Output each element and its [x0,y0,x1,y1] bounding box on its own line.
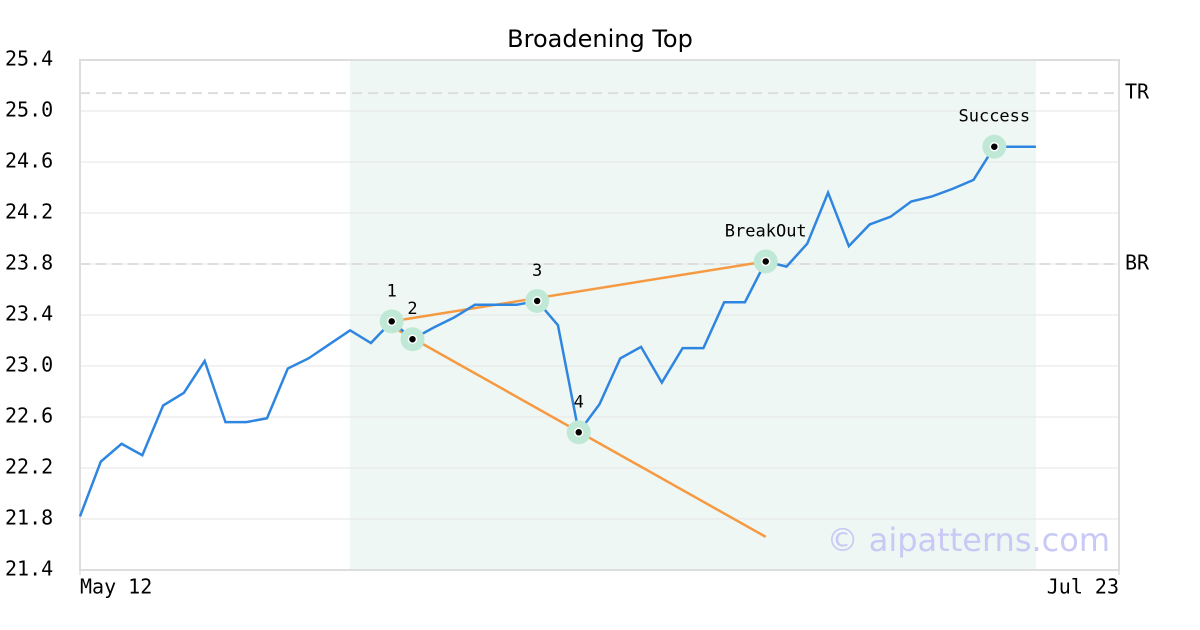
plot-frame [79,59,1120,571]
level-label: BR [1125,251,1150,275]
marker-label: 3 [532,261,542,281]
y-tick-label: 23.4 [5,302,53,326]
marker-dot [386,316,397,327]
y-tick-label: 24.2 [5,200,53,224]
marker-label: Success [958,107,1030,127]
y-tick-label: 23.8 [5,251,53,275]
marker-dot [532,296,542,306]
x-tick-label: May 12 [80,575,152,599]
y-tick-label: 25.0 [5,98,53,122]
watermark: © aipatterns.com [827,521,1110,559]
chart-title: Broadening Top [507,25,693,53]
marker-dot [760,256,771,267]
y-tick-label: 23.0 [5,353,53,377]
x-tick-label: Jul 23 [1047,575,1119,599]
level-label: TR [1125,80,1150,104]
y-tick-label: 21.8 [5,506,53,530]
y-tick-label: 22.2 [5,455,53,479]
marker-label: 2 [407,299,417,319]
trendline [391,260,766,323]
y-tick-label: 22.6 [5,404,53,428]
marker-label: BreakOut [725,221,807,241]
marker-dot [407,334,418,344]
marker-dot [573,427,584,438]
price-line [78,145,1036,517]
y-tick-label: 24.6 [5,149,53,173]
y-tick-label: 25.4 [5,47,53,71]
marker-label: 1 [387,281,397,301]
marker-label: 4 [574,392,584,412]
y-tick-label: 21.4 [5,557,53,581]
marker-dot [989,141,1000,152]
